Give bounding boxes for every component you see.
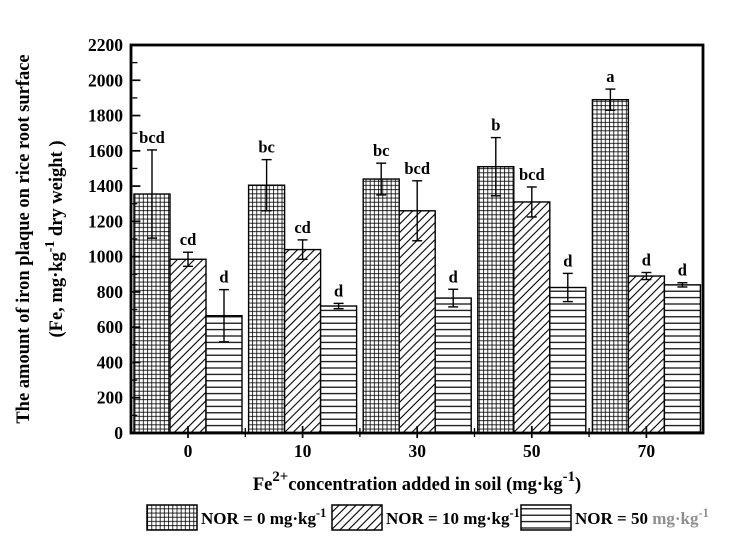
- sig-letter: bc: [258, 138, 275, 157]
- y-tick-label: 1200: [88, 211, 123, 231]
- legend: NOR = 0 mg·kg-1 NOR = 10 mg·kg-1 NOR = 50 …: [146, 504, 709, 531]
- legend-label-nor10: NOR = 10 mg·kg-1: [386, 506, 520, 528]
- sig-letter: b: [491, 116, 500, 135]
- y-axis-label-line2: (Fe, mg·kg-1 dry weight ): [43, 140, 67, 337]
- legend-swatch-nor0: [146, 504, 198, 531]
- bar-nor50-fe70: [663, 284, 702, 434]
- sig-letter: d: [642, 251, 651, 270]
- y-axis-label-line1: The amount of iron plaque on rice root s…: [14, 54, 34, 423]
- legend-swatch-nor50: [520, 504, 572, 531]
- bar-nor10-fe70: [627, 275, 666, 434]
- sig-letter: cd: [180, 230, 197, 249]
- x-tick-label: 70: [638, 441, 656, 461]
- y-tick-label: 1400: [88, 176, 123, 196]
- sig-letter: bcd: [139, 128, 165, 147]
- sig-letter: d: [563, 251, 572, 270]
- y-tick-label: 2200: [88, 35, 123, 55]
- y-tick-label: 600: [97, 317, 124, 337]
- legend-label-nor50: NOR = 50 mg·kg-1: [575, 506, 709, 528]
- bar-nor0-fe50: [477, 165, 515, 434]
- sig-letter: cd: [294, 218, 311, 237]
- bars-group: [133, 98, 702, 434]
- bar-nor50-fe50: [549, 286, 587, 434]
- legend-swatch-nor10: [331, 504, 383, 531]
- sig-letter: d: [678, 261, 687, 280]
- sig-letter: d: [219, 268, 228, 287]
- bar-nor0-fe30: [362, 178, 400, 434]
- x-axis-label: Fe2+concentration added in soil (mg·kg-1…: [253, 469, 581, 495]
- sig-letter: bc: [373, 141, 390, 160]
- bar-nor10-fe30: [398, 210, 436, 434]
- sig-letter: d: [334, 281, 343, 300]
- error-bars-group: [147, 88, 688, 343]
- bar-nor50-fe30: [434, 297, 472, 434]
- x-tick-label: 0: [184, 441, 193, 461]
- y-tick-label: 400: [97, 352, 124, 372]
- y-tick-label: 1000: [88, 247, 123, 267]
- y-tick-label: 200: [97, 388, 124, 408]
- x-tick-label: 50: [523, 441, 541, 461]
- bar-nor0-fe10: [247, 184, 286, 434]
- sig-letter: bcd: [519, 165, 545, 184]
- y-tick-label: 0: [114, 423, 123, 443]
- x-tick-label: 30: [408, 441, 426, 461]
- sig-letter: a: [606, 67, 614, 86]
- bar-nor10-fe0: [169, 258, 207, 434]
- tick-labels-group: 0 200 400 600 800 1000 1200 1400 1600 1800 2000 220…: [88, 35, 655, 461]
- x-tick-label: 10: [294, 441, 312, 461]
- bar-nor0-fe70: [591, 98, 630, 434]
- sig-letter: d: [449, 267, 458, 286]
- y-tick-label: 1600: [88, 141, 123, 161]
- y-tick-label: 2000: [88, 70, 123, 90]
- y-tick-label: 1800: [88, 106, 123, 126]
- ticks-group: [132, 44, 648, 438]
- sig-letter: bcd: [404, 159, 430, 178]
- legend-label-nor0: NOR = 0 mg·kg-1: [201, 506, 326, 528]
- bar-nor50-fe10: [319, 305, 358, 434]
- y-tick-label: 800: [97, 282, 124, 302]
- bar-nor10-fe50: [513, 201, 551, 434]
- bar-nor10-fe10: [283, 248, 322, 434]
